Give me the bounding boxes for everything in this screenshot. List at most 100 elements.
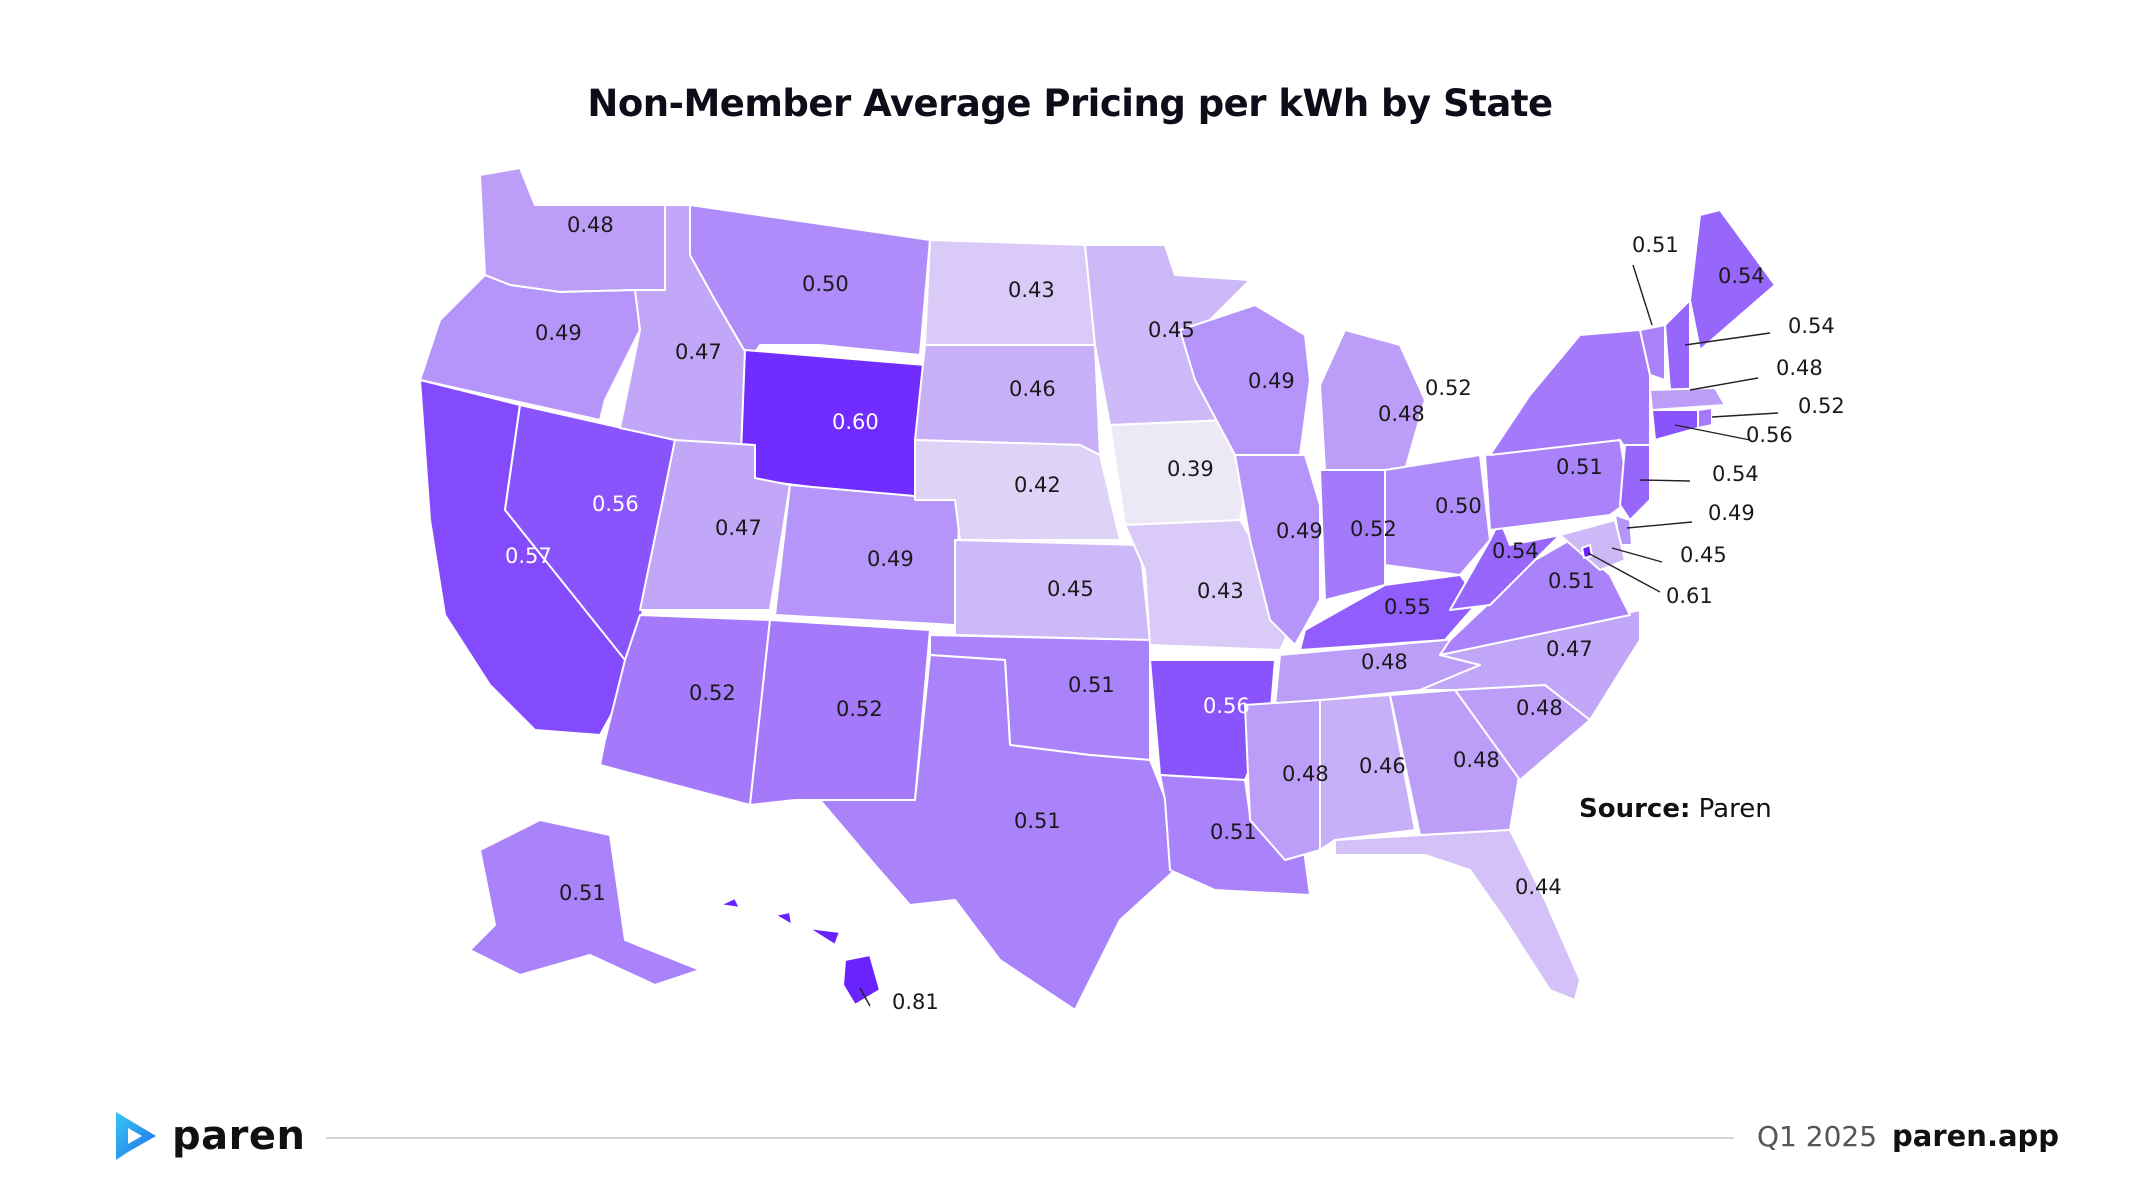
value-label-north-dakota: 0.43 <box>1008 278 1055 302</box>
state-maine[interactable] <box>1689 209 1776 351</box>
callout-line-new-jersey <box>1639 479 1691 482</box>
state-louisiana[interactable] <box>1159 774 1311 896</box>
state-north-carolina[interactable] <box>1419 609 1641 721</box>
value-label-idaho: 0.47 <box>675 340 722 364</box>
value-label-kentucky: 0.55 <box>1384 595 1431 619</box>
source-label: Source: <box>1579 794 1691 824</box>
value-label-north-carolina: 0.47 <box>1546 637 1593 661</box>
state-nebraska[interactable] <box>914 439 1121 541</box>
value-label-illinois: 0.49 <box>1276 519 1323 543</box>
paren-logo-icon <box>116 1112 156 1160</box>
callout-line-hawaii <box>859 987 871 1007</box>
state-alabama[interactable] <box>1319 694 1416 851</box>
state-massachusetts[interactable] <box>1649 387 1726 411</box>
value-label-minnesota: 0.45 <box>1148 318 1195 342</box>
callout-line-maryland <box>1611 547 1663 563</box>
state-district-of-columbia[interactable] <box>1581 544 1593 559</box>
value-label-nebraska: 0.42 <box>1014 473 1061 497</box>
state-florida[interactable] <box>1334 829 1581 1001</box>
value-label-connecticut: 0.56 <box>1746 423 1793 447</box>
callout-line-delaware <box>1626 521 1693 529</box>
value-label-missouri: 0.43 <box>1197 579 1244 603</box>
state-alaska[interactable] <box>469 819 701 986</box>
state-illinois[interactable] <box>1234 454 1321 646</box>
state-hawaii[interactable] <box>719 897 881 1006</box>
value-label-florida: 0.44 <box>1515 875 1562 899</box>
value-label-texas: 0.51 <box>1014 809 1061 833</box>
value-label-delaware: 0.49 <box>1708 501 1755 525</box>
report-period: Q1 2025 <box>1757 1120 1878 1153</box>
value-label-maine: 0.54 <box>1718 264 1765 288</box>
value-label-south-dakota: 0.46 <box>1009 377 1056 401</box>
state-south-dakota[interactable] <box>914 344 1101 456</box>
value-label-oregon: 0.49 <box>535 321 582 345</box>
state-wisconsin[interactable] <box>1179 304 1311 456</box>
value-label-west-virginia: 0.54 <box>1492 539 1539 563</box>
value-label-tennessee: 0.48 <box>1361 650 1408 674</box>
value-label-georgia: 0.48 <box>1453 748 1500 772</box>
value-label-maryland: 0.45 <box>1680 543 1727 567</box>
footer-divider <box>326 1137 1734 1139</box>
value-label-rhode-island: 0.52 <box>1798 394 1845 418</box>
value-label-vermont: 0.51 <box>1632 233 1679 257</box>
value-label-new-hampshire: 0.54 <box>1788 314 1835 338</box>
value-label-alabama: 0.46 <box>1359 754 1406 778</box>
value-label-new-mexico: 0.52 <box>836 697 883 721</box>
state-mississippi[interactable] <box>1244 699 1321 861</box>
value-label-arkansas: 0.56 <box>1203 694 1250 718</box>
value-label-nevada: 0.56 <box>592 492 639 516</box>
value-label-hawaii: 0.81 <box>892 990 939 1014</box>
value-label-iowa: 0.39 <box>1167 457 1214 481</box>
state-montana[interactable] <box>689 204 931 361</box>
value-label-colorado: 0.49 <box>867 547 914 571</box>
callout-lines <box>859 264 1779 1007</box>
state-michigan[interactable] <box>1319 329 1426 471</box>
value-label-montana: 0.50 <box>802 272 849 296</box>
callout-line-district-of-columbia <box>1587 552 1661 593</box>
state-shapes <box>419 167 1776 1011</box>
value-label-california: 0.57 <box>505 544 552 568</box>
state-west-virginia[interactable] <box>1449 519 1561 611</box>
value-label-washington: 0.48 <box>567 213 614 237</box>
state-new-jersey[interactable] <box>1619 444 1651 521</box>
brand-name: paren <box>172 1113 306 1159</box>
source-value: Paren <box>1698 794 1772 824</box>
value-label-kansas: 0.45 <box>1047 577 1094 601</box>
value-label-ohio: 0.50 <box>1435 494 1482 518</box>
callout-line-vermont <box>1632 264 1653 326</box>
state-ohio[interactable] <box>1384 454 1491 576</box>
site-link[interactable]: paren.app <box>1892 1119 2060 1153</box>
value-label-louisiana: 0.51 <box>1210 820 1257 844</box>
value-label-indiana: 0.52 <box>1350 517 1397 541</box>
chart-title: Non-Member Average Pricing per kWh by St… <box>587 82 1553 125</box>
value-label-alaska: 0.51 <box>559 881 606 905</box>
callout-line-massachusetts <box>1689 377 1759 391</box>
value-label-massachusetts: 0.48 <box>1776 356 1823 380</box>
callout-line-new-hampshire <box>1684 332 1771 346</box>
state-oregon[interactable] <box>419 274 641 421</box>
source-note: Source: Paren <box>1579 794 1772 824</box>
state-missouri[interactable] <box>1124 519 1291 651</box>
state-vermont[interactable] <box>1639 324 1666 381</box>
value-label-oklahoma: 0.51 <box>1068 673 1115 697</box>
value-label-wyoming: 0.60 <box>832 410 879 434</box>
state-texas[interactable] <box>819 654 1176 1011</box>
state-rhode-island[interactable] <box>1697 407 1713 429</box>
value-label-wisconsin: 0.49 <box>1248 369 1295 393</box>
value-label-new-jersey: 0.54 <box>1712 462 1759 486</box>
value-label-mississippi: 0.48 <box>1282 762 1329 786</box>
callout-line-rhode-island <box>1711 412 1779 418</box>
value-label-utah: 0.47 <box>715 516 762 540</box>
value-label-pennsylvania: 0.51 <box>1556 455 1603 479</box>
callout-line-connecticut <box>1674 424 1751 441</box>
value-label-virginia: 0.51 <box>1548 569 1595 593</box>
value-label-michigan: 0.48 <box>1378 402 1425 426</box>
value-label-district-of-columbia: 0.61 <box>1666 584 1713 608</box>
brand-logo[interactable]: paren <box>108 1108 305 1164</box>
value-label-new-york: 0.52 <box>1425 376 1472 400</box>
value-label-arizona: 0.52 <box>689 681 736 705</box>
value-label-south-carolina: 0.48 <box>1516 696 1563 720</box>
value-labels: 0.48 0.49 0.57 0.56 0.47 0.50 0.60 0.47 0.52 0.49… <box>505 213 1845 1014</box>
